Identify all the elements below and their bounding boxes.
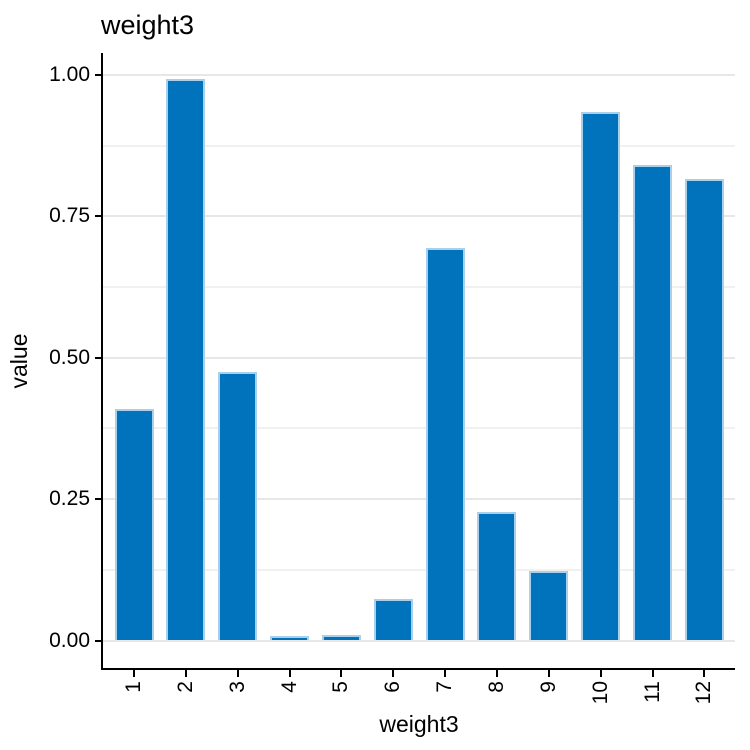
x-axis-tick (651, 669, 654, 677)
major-gridline (103, 356, 735, 359)
x-tick-label: 11 (640, 681, 664, 703)
y-tick-label: 0.00 (49, 628, 90, 652)
x-axis-tick (340, 669, 343, 677)
x-axis-tick (444, 669, 447, 677)
y-tick-label: 0.50 (49, 345, 90, 369)
x-axis-title: weight3 (379, 711, 459, 737)
x-tick-label: 9 (536, 681, 560, 693)
y-axis-tick (95, 73, 103, 76)
x-axis-tick (133, 669, 136, 677)
x-tick-label: 3 (225, 681, 249, 693)
y-axis-tick (95, 356, 103, 359)
x-tick-label: 1 (122, 681, 146, 693)
minor-gridline (103, 285, 735, 288)
bar-4 (270, 635, 310, 641)
x-axis-tick (392, 669, 395, 677)
y-tick-label: 0.75 (49, 204, 90, 228)
bar-6 (373, 599, 413, 641)
x-tick-label: 4 (277, 681, 301, 693)
x-tick-label: 8 (484, 681, 508, 693)
x-tick-label: 2 (173, 681, 197, 693)
y-axis-tick (95, 639, 103, 642)
x-axis-tick (599, 669, 602, 677)
x-axis-tick (495, 669, 498, 677)
chart-title: weight3 (101, 10, 195, 40)
bar-7 (425, 248, 465, 641)
x-axis-tick (703, 669, 706, 677)
minor-gridline (103, 144, 735, 147)
bar-3 (218, 371, 258, 641)
plot-area (101, 53, 735, 670)
bar-10 (581, 111, 621, 641)
x-tick-label: 12 (692, 681, 716, 705)
bar-8 (477, 512, 517, 641)
x-axis-tick (288, 669, 291, 677)
bar-12 (684, 179, 724, 641)
major-gridline (103, 498, 735, 501)
major-gridline (103, 639, 735, 642)
bar-9 (529, 571, 569, 641)
bar-2 (166, 79, 206, 641)
minor-gridline (103, 427, 735, 430)
y-tick-label: 0.25 (49, 487, 90, 511)
major-gridline (103, 73, 735, 76)
major-gridline (103, 215, 735, 218)
bar-5 (321, 635, 361, 641)
x-axis-tick (236, 669, 239, 677)
x-axis-tick (184, 669, 187, 677)
minor-gridline (103, 568, 735, 571)
y-tick-label: 1.00 (49, 62, 90, 86)
x-tick-label: 7 (433, 681, 457, 693)
x-tick-label: 10 (588, 681, 612, 705)
y-axis-tick (95, 215, 103, 218)
x-tick-label: 5 (329, 681, 353, 693)
y-axis-tick (95, 498, 103, 501)
bar-11 (633, 164, 672, 641)
bar-1 (114, 408, 154, 641)
x-axis-tick (547, 669, 550, 677)
x-tick-label: 6 (381, 681, 405, 693)
